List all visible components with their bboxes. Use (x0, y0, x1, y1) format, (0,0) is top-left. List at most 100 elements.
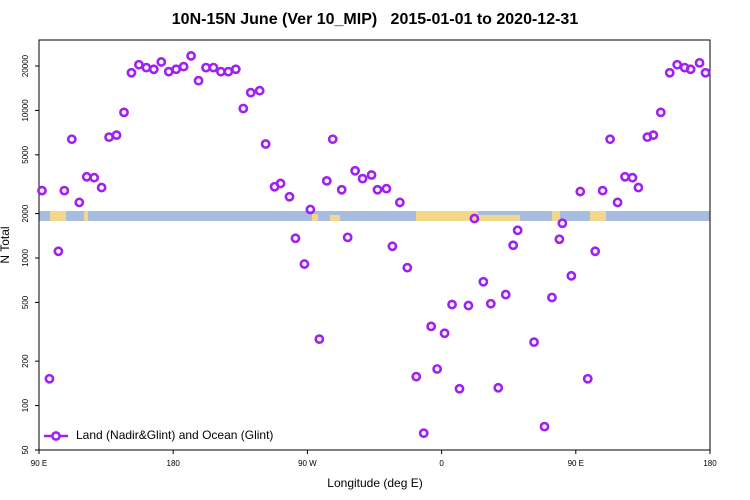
point (193, 75, 204, 86)
point (547, 292, 557, 303)
point (478, 276, 489, 287)
point (216, 66, 226, 77)
point (418, 428, 429, 439)
point (284, 191, 295, 202)
y-tick-label: 1000 (21, 249, 30, 267)
point (104, 132, 114, 143)
point (432, 364, 443, 374)
point (230, 64, 241, 75)
point (156, 57, 167, 67)
point (612, 197, 623, 208)
point (163, 66, 174, 77)
point (53, 246, 64, 257)
point (148, 64, 159, 75)
y-tick-label: 20000 (21, 54, 30, 77)
chart-title: 10N-15N June (Ver 10_MIP) 2015-01-01 to … (172, 11, 579, 28)
point (664, 67, 675, 78)
point (539, 421, 550, 432)
point (201, 62, 211, 73)
point (394, 197, 405, 208)
point (37, 185, 47, 196)
point (321, 175, 332, 186)
point (186, 51, 196, 61)
point (620, 171, 630, 182)
point (655, 107, 666, 118)
point (238, 103, 249, 114)
plot-frame (38, 39, 711, 451)
y-tick-label: 2000 (21, 204, 30, 222)
point (74, 197, 85, 208)
point (627, 172, 638, 183)
point (126, 67, 137, 78)
point (387, 241, 398, 252)
y-axis-label: N Total (0, 226, 12, 263)
point (299, 259, 310, 269)
point (463, 300, 474, 311)
point (493, 382, 504, 393)
x-tick-label: 180 (703, 459, 717, 468)
point (402, 262, 413, 273)
point (119, 107, 129, 118)
point (597, 185, 608, 196)
point (512, 225, 523, 236)
point (66, 134, 77, 145)
point (208, 62, 219, 73)
point (700, 67, 711, 78)
legend-marker (51, 431, 61, 441)
point (372, 184, 383, 195)
point (381, 183, 392, 194)
point (469, 213, 480, 224)
point (81, 171, 92, 182)
point (314, 334, 325, 345)
point (582, 373, 593, 384)
x-axis-label: Longitude (deg E) (327, 476, 422, 490)
point (685, 64, 696, 75)
point (245, 87, 256, 98)
point (305, 204, 316, 215)
point (290, 233, 301, 244)
point (89, 172, 100, 183)
point (426, 321, 437, 332)
point (500, 289, 511, 300)
point (254, 85, 265, 96)
point (141, 62, 152, 73)
y-tick-label: 200 (21, 354, 30, 368)
point (557, 218, 568, 229)
point (366, 170, 377, 180)
point (411, 371, 422, 382)
point (575, 186, 586, 197)
point (44, 373, 55, 384)
y-tick-label: 5000 (21, 145, 30, 163)
point (454, 383, 465, 394)
point (439, 328, 450, 339)
x-tick-label: 90 W (298, 459, 317, 468)
y-tick-label: 10000 (21, 99, 30, 122)
point (223, 66, 234, 77)
point (336, 184, 347, 195)
point (605, 134, 615, 145)
x-tick-label: 90 E (31, 459, 47, 468)
point (447, 299, 457, 310)
point (327, 134, 338, 145)
legend-label: Land (Nadir&Glint) and Ocean (Glint) (76, 428, 273, 442)
x-tick-label: 90 E (568, 459, 584, 468)
point (134, 59, 144, 70)
point (590, 246, 601, 257)
point (96, 182, 107, 193)
point (260, 139, 271, 149)
map-strip (39, 211, 710, 221)
point (566, 270, 577, 281)
x-tick-label: 0 (439, 459, 444, 468)
point (554, 234, 565, 245)
y-tick-label: 50 (21, 445, 30, 454)
point (508, 240, 519, 251)
point (178, 61, 189, 72)
y-tick-label: 500 (21, 295, 30, 309)
point (59, 185, 70, 196)
point (275, 178, 286, 189)
point (111, 130, 122, 141)
y-tick-label: 100 (21, 398, 30, 412)
point (342, 232, 353, 243)
point (633, 182, 644, 193)
point (171, 64, 182, 75)
